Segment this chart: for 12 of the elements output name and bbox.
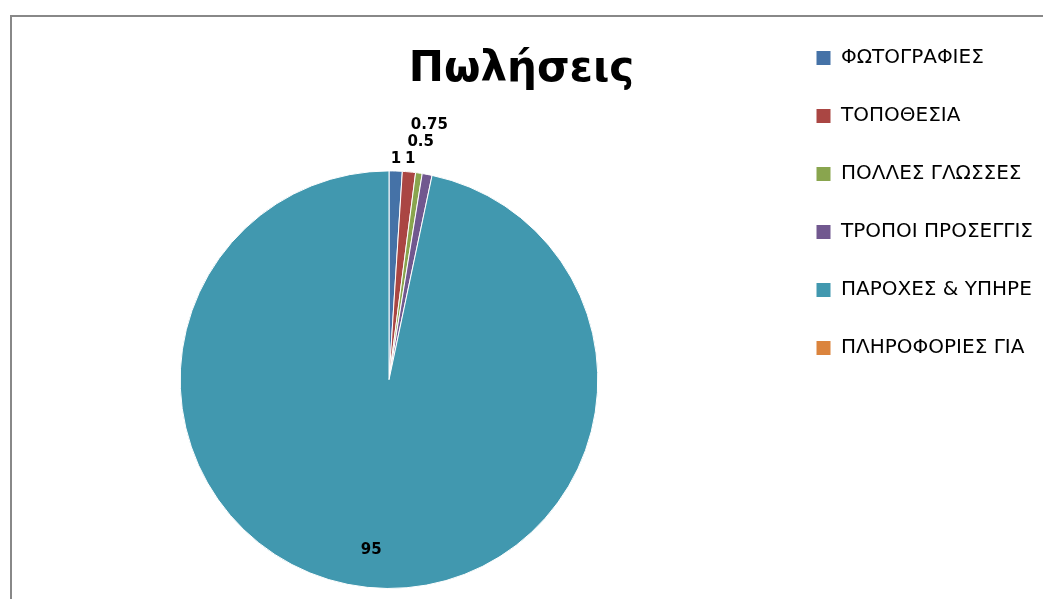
data-label: 0.75 — [410, 114, 448, 133]
data-label: 95 — [360, 539, 382, 558]
data-label: 1 — [390, 148, 402, 167]
legend-label: ΤΟΠΟΘΕΣΙΑ — [840, 102, 961, 127]
legend-label: ΤΡΟΠΟΙ ΠΡΟΣΕΓΓΙΣ — [840, 218, 1034, 243]
data-label: 0.5 — [407, 131, 434, 150]
legend-label: ΠΟΛΛΕΣ ΓΛΩΣΣΕΣ — [841, 160, 1022, 185]
legend-label: ΦΩΤΟΓΡΑΦΙΕΣ — [841, 44, 984, 69]
chart-title: Πωλήσεις — [408, 42, 635, 92]
legend-label: ΠΛΗΡΟΦΟΡΙΕΣ ΓΙΑ — [841, 334, 1025, 359]
legend-label: ΠΑΡΟΧΕΣ & ΥΠΗΡΕ — [841, 276, 1032, 301]
data-label: 1 — [404, 148, 416, 167]
